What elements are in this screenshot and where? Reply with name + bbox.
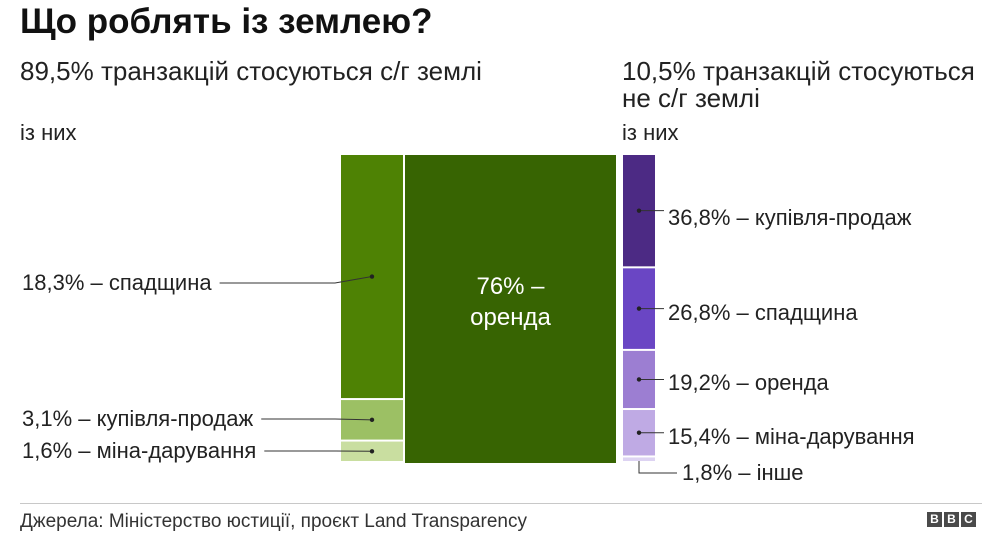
agricultural-of-them-label: із них xyxy=(20,120,77,145)
non-agri-leader-line-5 xyxy=(638,461,677,474)
non-agri-label-2: 26,8% – спадщина xyxy=(668,300,858,325)
non-agri-anchor-dot-2 xyxy=(636,306,642,311)
non-agri-anchor-dot-1 xyxy=(636,208,642,213)
agricultural-heading: 89,5% транзакцій стосуються с/г землі xyxy=(20,56,482,86)
non-agri-anchor-dot-4 xyxy=(636,430,642,435)
stack-leader-line-2 xyxy=(261,418,373,421)
non-agri-label-1: 36,8% – купівля-продаж xyxy=(668,205,912,230)
bbc-logo-letter: C xyxy=(961,512,976,527)
bbc-logo-letter: B xyxy=(927,512,942,527)
non-agri-label-4: 15,4% – міна-дарування xyxy=(668,424,915,449)
chart-title: Що роблять із землею? xyxy=(20,2,433,41)
bbc-logo-letter: B xyxy=(944,512,959,527)
source-note: Джерела: Міністерство юстиції, проєкт La… xyxy=(20,511,527,532)
stack-anchor-dot-3 xyxy=(369,449,375,454)
non-agri-label-5: 1,8% – інше xyxy=(682,460,804,485)
non-agri-anchor-dot-3 xyxy=(636,377,642,382)
treemap-cell-lease-agricultural xyxy=(405,155,616,463)
stack-anchor-dot-1 xyxy=(369,274,375,279)
footer-divider xyxy=(20,503,982,504)
non-agricultural-of-them-label: із них xyxy=(622,120,679,145)
treemap-cell-non-agri-5 xyxy=(623,457,655,461)
lease-value-label: 76% – xyxy=(476,273,545,300)
stack-label-1: 18,3% – спадщина xyxy=(22,270,212,295)
non-agri-label-3: 19,2% – оренда xyxy=(668,370,830,395)
stack-leader-line-1 xyxy=(219,276,373,284)
stack-anchor-dot-2 xyxy=(369,417,375,423)
non-agricultural-heading: 10,5% транзакцій стосуються не с/г землі xyxy=(622,56,975,113)
bbc-logo: B B C xyxy=(927,512,976,527)
lease-name-label: оренда xyxy=(470,304,551,331)
stack-label-3: 1,6% – міна-дарування xyxy=(22,438,256,463)
stack-label-2: 3,1% – купівля-продаж xyxy=(22,406,254,431)
